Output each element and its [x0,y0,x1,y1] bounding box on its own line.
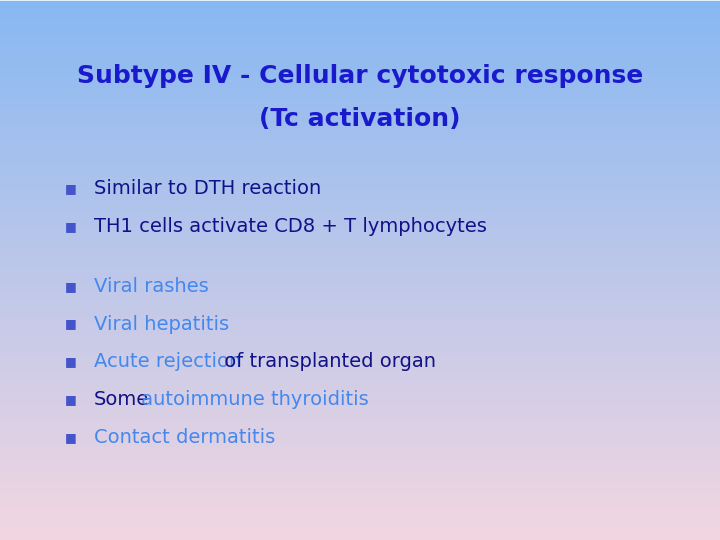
Text: Viral hepatitis: Viral hepatitis [94,314,229,334]
Text: TH1 cells activate CD8 + T lymphocytes: TH1 cells activate CD8 + T lymphocytes [94,217,487,237]
Text: ■: ■ [65,431,76,444]
Text: Viral rashes: Viral rashes [94,276,208,296]
Text: ■: ■ [65,318,76,330]
Text: ■: ■ [65,280,76,293]
Text: ■: ■ [65,355,76,368]
Text: of transplanted organ: of transplanted organ [218,352,436,372]
Text: ■: ■ [65,393,76,406]
Text: Acute rejection: Acute rejection [94,352,241,372]
Text: Similar to DTH reaction: Similar to DTH reaction [94,179,321,199]
Text: Contact dermatitis: Contact dermatitis [94,428,275,447]
Text: ■: ■ [65,183,76,195]
Text: ■: ■ [65,220,76,233]
Text: Subtype IV - Cellular cytotoxic response: Subtype IV - Cellular cytotoxic response [77,64,643,87]
Text: autoimmune thyroiditis: autoimmune thyroiditis [135,390,369,409]
Text: (Tc activation): (Tc activation) [259,107,461,131]
Text: Some: Some [94,390,149,409]
